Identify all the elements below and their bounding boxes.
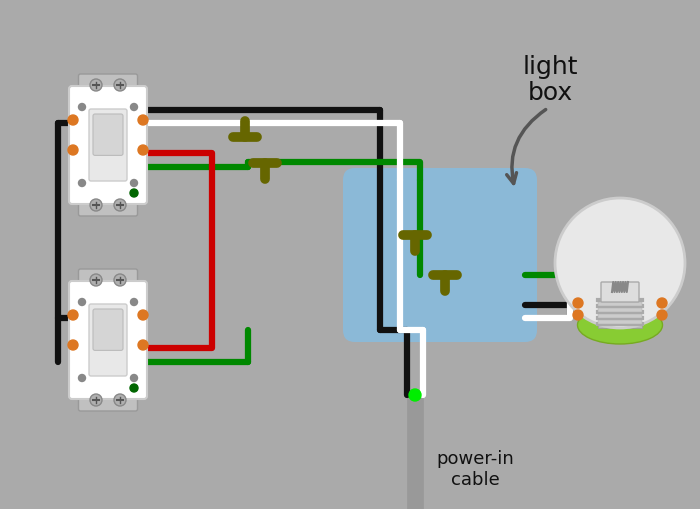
FancyBboxPatch shape [78, 269, 137, 291]
Circle shape [138, 145, 148, 155]
Text: light
box: light box [522, 55, 578, 105]
Circle shape [68, 115, 78, 125]
Text: power-in
cable: power-in cable [436, 450, 514, 489]
Circle shape [573, 310, 583, 320]
FancyBboxPatch shape [93, 114, 123, 155]
Bar [598, 302, 642, 306]
Circle shape [78, 180, 85, 186]
Circle shape [130, 103, 137, 110]
Circle shape [114, 199, 126, 211]
Circle shape [78, 103, 85, 110]
Circle shape [90, 394, 102, 406]
Bar [598, 300, 642, 328]
Circle shape [114, 274, 126, 286]
Circle shape [78, 298, 85, 305]
Circle shape [114, 394, 126, 406]
Bar [598, 308, 642, 312]
Circle shape [68, 310, 78, 320]
FancyBboxPatch shape [343, 168, 537, 342]
Circle shape [130, 384, 138, 392]
FancyBboxPatch shape [89, 109, 127, 181]
FancyBboxPatch shape [89, 304, 127, 376]
Circle shape [130, 189, 138, 197]
Circle shape [555, 198, 685, 328]
Circle shape [409, 389, 421, 401]
Circle shape [68, 145, 78, 155]
Circle shape [68, 340, 78, 350]
Circle shape [138, 340, 148, 350]
FancyBboxPatch shape [78, 194, 137, 216]
Bar [598, 314, 642, 318]
Circle shape [130, 298, 137, 305]
FancyBboxPatch shape [69, 281, 147, 399]
Circle shape [130, 375, 137, 382]
Circle shape [657, 310, 667, 320]
Circle shape [114, 79, 126, 91]
FancyBboxPatch shape [78, 74, 137, 96]
Ellipse shape [578, 306, 662, 344]
Circle shape [657, 298, 667, 308]
Circle shape [90, 199, 102, 211]
FancyBboxPatch shape [69, 86, 147, 204]
Circle shape [90, 79, 102, 91]
Circle shape [90, 274, 102, 286]
Circle shape [138, 115, 148, 125]
FancyBboxPatch shape [78, 389, 137, 411]
FancyBboxPatch shape [601, 282, 639, 302]
FancyBboxPatch shape [93, 309, 123, 350]
Circle shape [138, 310, 148, 320]
Bar [598, 320, 642, 324]
Circle shape [573, 298, 583, 308]
Circle shape [78, 375, 85, 382]
Circle shape [130, 180, 137, 186]
